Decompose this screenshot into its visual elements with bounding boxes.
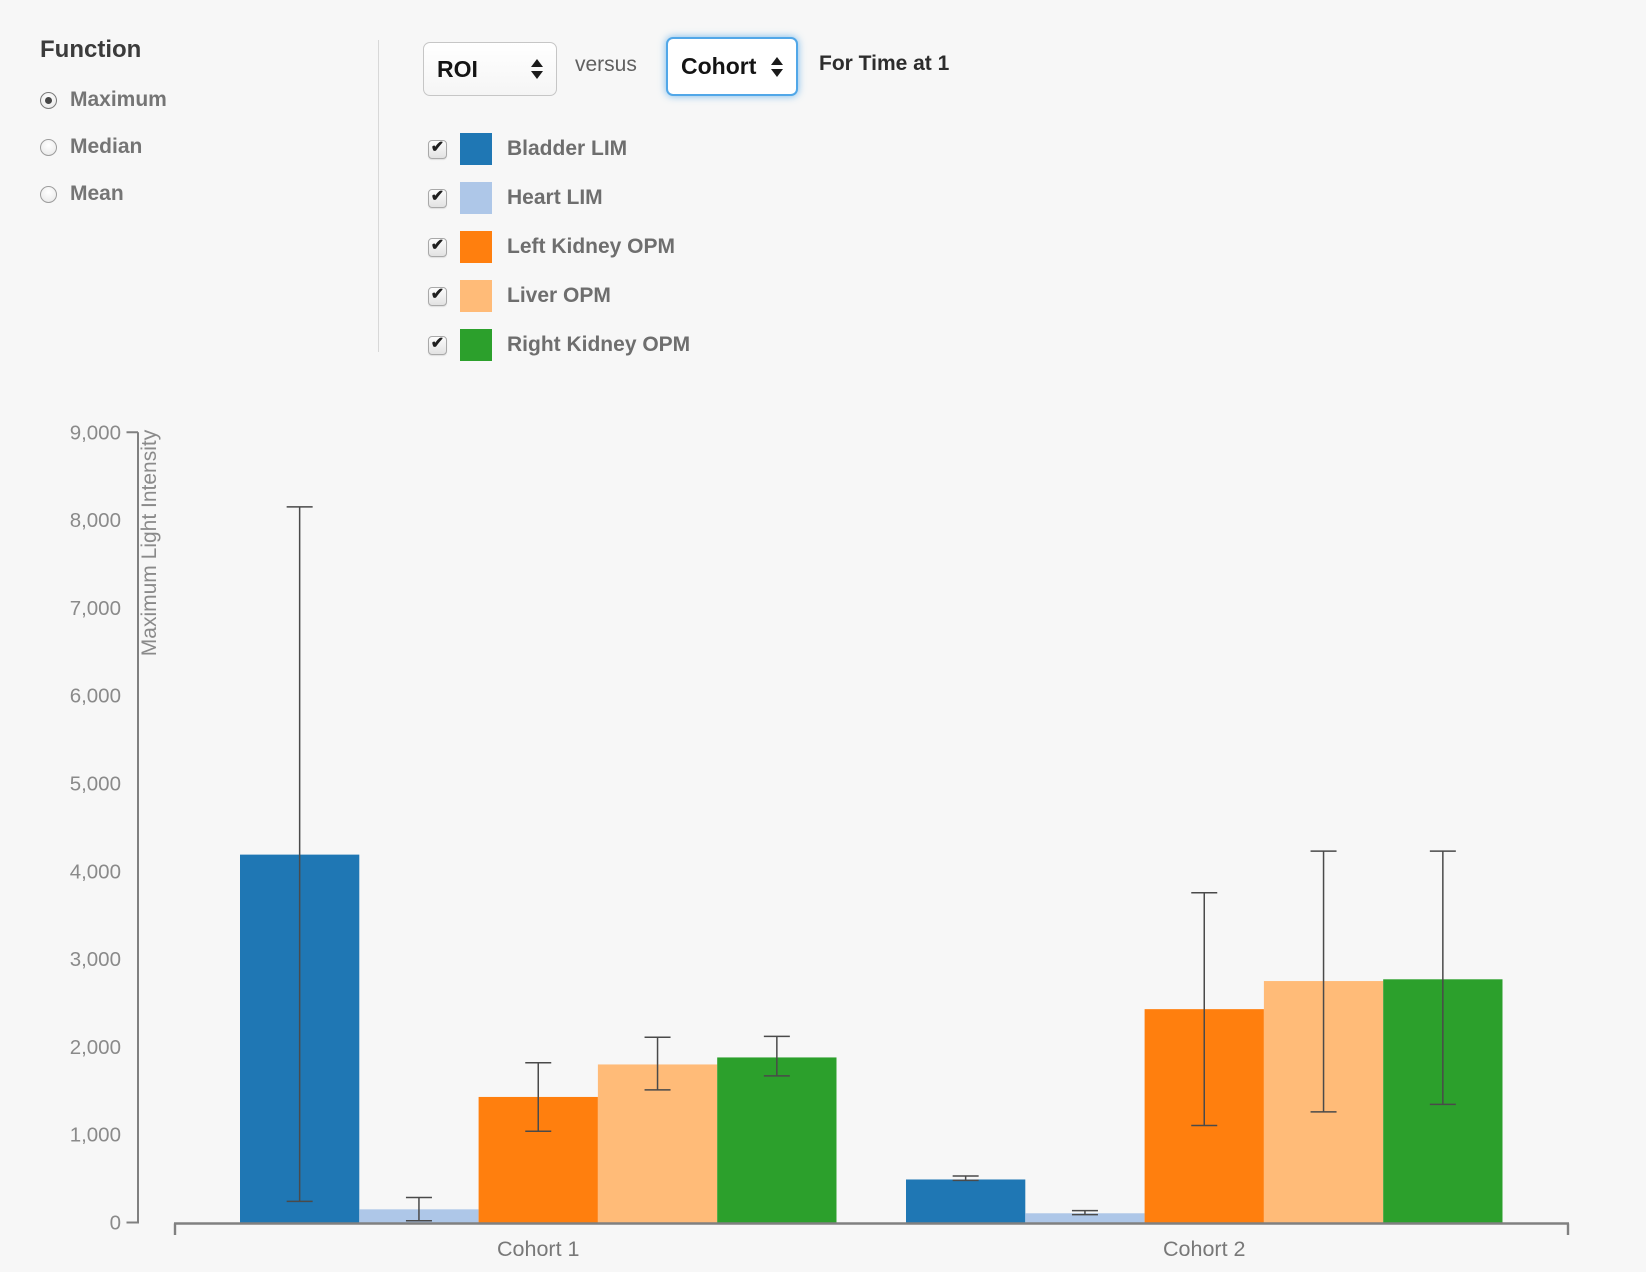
error-bar-heart-lim-cohort-2: [1071, 1209, 1098, 1216]
x-axis-select[interactable]: ROI: [423, 42, 557, 96]
error-bar-right-kidney-opm-cohort-2: [1429, 850, 1456, 1106]
legend-swatch-left-kidney-opm: [460, 231, 492, 263]
legend-checkbox-liver-opm[interactable]: ✔: [428, 286, 447, 306]
legend-swatch-heart-lim: [460, 182, 492, 214]
error-bar-bladder-lim-cohort-1: [286, 506, 313, 1203]
bar-bladder-lim-cohort-2[interactable]: [906, 1179, 1026, 1224]
radio-row-median: Median: [40, 135, 167, 159]
y-tick-label-9: 9,000: [70, 421, 121, 444]
y-tick-label-7: 7,000: [70, 597, 121, 620]
checkmark-icon: ✔: [430, 335, 445, 352]
legend-label-right-kidney-opm: Right Kidney OPM: [507, 333, 691, 356]
radio-mean[interactable]: [40, 185, 57, 203]
vertical-divider: [378, 40, 379, 352]
bar-liver-opm-cohort-1[interactable]: [597, 1064, 718, 1224]
legend-swatch-right-kidney-opm: [460, 329, 492, 361]
error-bar-left-kidney-opm-cohort-1: [525, 1061, 552, 1132]
legend-swatch-liver-opm: [460, 280, 492, 312]
radio-row-maximum: Maximum: [40, 88, 167, 112]
error-bar-liver-opm-cohort-1: [644, 1036, 671, 1091]
legend-row-heart-lim: ✔ Heart LIM: [428, 182, 690, 214]
bar-chart: 0 1,000 2,000 3,000 4,000 5,000 6,000 7,000 8,00…: [70, 421, 1570, 1261]
y-tick-label-4: 4,000: [70, 860, 121, 883]
checkmark-icon: ✔: [430, 237, 445, 254]
checkmark-icon: ✔: [430, 286, 445, 303]
x-axis-line: [173, 1222, 1570, 1235]
legend-checkbox-right-kidney-opm[interactable]: ✔: [428, 335, 447, 355]
y-tick-label-3: 3,000: [70, 948, 121, 971]
checkmark-icon: ✔: [430, 188, 445, 205]
error-bar-liver-opm-cohort-2: [1310, 850, 1337, 1113]
group-select-value: Cohort: [681, 53, 757, 79]
y-tick-label-2: 2,000: [70, 1036, 121, 1059]
radio-maximum[interactable]: [40, 91, 57, 109]
radio-maximum-label: Maximum: [70, 88, 167, 111]
legend-label-left-kidney-opm: Left Kidney OPM: [507, 235, 676, 258]
y-tick-label-8: 8,000: [70, 509, 121, 532]
legend-checkbox-bladder-lim[interactable]: ✔: [428, 139, 447, 159]
versus-label: versus: [575, 53, 637, 76]
y-tick-label-6: 6,000: [70, 685, 121, 708]
legend-row-bladder-lim: ✔ Bladder LIM: [428, 133, 690, 165]
legend-row-left-kidney-opm: ✔ Left Kidney OPM: [428, 231, 690, 263]
bar-heart-lim-cohort-2[interactable]: [1025, 1213, 1145, 1224]
radio-median-label: Median: [70, 135, 143, 158]
select-spinner-icon: [531, 59, 543, 79]
x-category-label-cohort-2: Cohort 2: [1163, 1237, 1245, 1261]
y-axis-line: [126, 431, 139, 1224]
select-spinner-icon: [771, 56, 783, 77]
legend-row-right-kidney-opm: ✔ Right Kidney OPM: [428, 329, 690, 361]
legend-label-liver-opm: Liver OPM: [507, 284, 611, 307]
bar-right-kidney-opm-cohort-1[interactable]: [717, 1057, 837, 1224]
radio-row-mean: Mean: [40, 182, 167, 206]
radio-mean-label: Mean: [70, 182, 124, 205]
y-axis-title: Maximum Light Intensity: [138, 429, 161, 656]
y-tick-label-0: 0: [110, 1212, 121, 1235]
y-tick-label-5: 5,000: [70, 773, 121, 796]
legend-label-bladder-lim: Bladder LIM: [507, 137, 628, 160]
legend-swatch-bladder-lim: [460, 133, 492, 165]
error-bar-right-kidney-opm-cohort-1: [763, 1035, 790, 1077]
time-label: For Time at 1: [819, 52, 950, 75]
checkmark-icon: ✔: [430, 139, 445, 156]
legend-checkbox-left-kidney-opm[interactable]: ✔: [428, 237, 447, 257]
error-bar-heart-lim-cohort-1: [405, 1196, 432, 1222]
legend-row-liver-opm: ✔ Liver OPM: [428, 280, 690, 312]
error-bar-left-kidney-opm-cohort-2: [1191, 892, 1218, 1127]
legend-checkbox-heart-lim[interactable]: ✔: [428, 188, 447, 208]
function-panel: Function Maximum Median Mean: [40, 36, 167, 229]
function-panel-title: Function: [40, 36, 142, 63]
y-tick-label-1: 1,000: [70, 1124, 121, 1147]
radio-median[interactable]: [40, 138, 57, 156]
chart-legend: ✔ Bladder LIM ✔ Heart LIM ✔ Left Kidney OPM ✔ L…: [428, 133, 690, 378]
x-category-label-cohort-1: Cohort 1: [497, 1237, 579, 1261]
group-select[interactable]: Cohort: [666, 37, 798, 96]
error-bar-bladder-lim-cohort-2: [952, 1175, 979, 1182]
legend-label-heart-lim: Heart LIM: [507, 186, 603, 209]
x-axis-select-value: ROI: [437, 55, 478, 82]
